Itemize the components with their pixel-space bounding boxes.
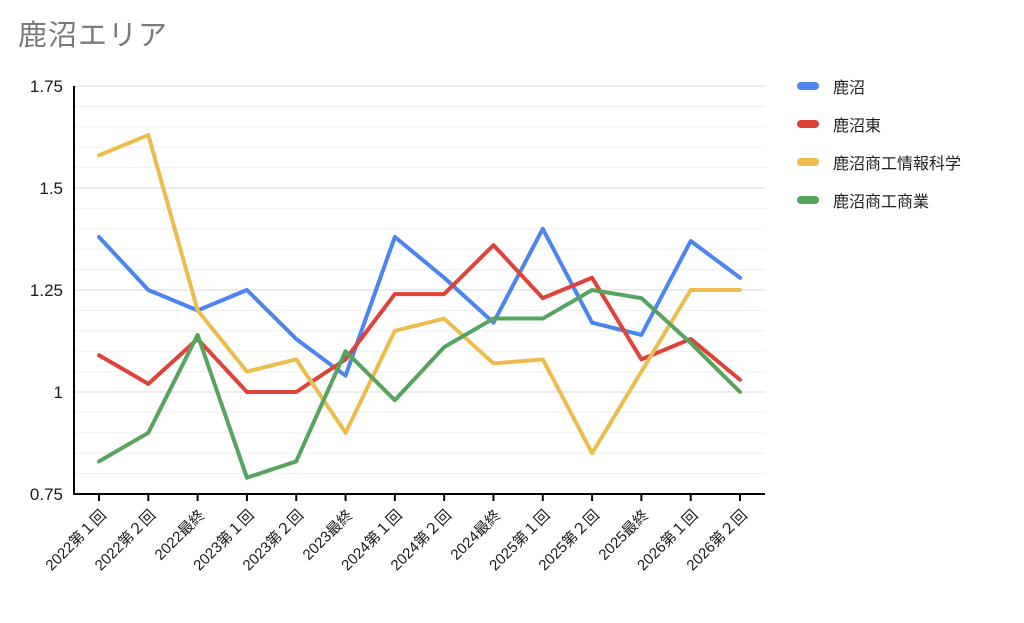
y-axis-tick-label: 1.25 [30, 281, 63, 300]
chart-title: 鹿沼エリア [18, 20, 169, 52]
series-line-鹿沼商工情報科学 [97, 132, 742, 456]
y-axis-tick-label: 1.5 [39, 179, 63, 198]
legend-label: 鹿沼東 [833, 118, 882, 135]
legend-item-shoko-shogyo: 鹿沼商工商業 [797, 188, 961, 212]
legend-swatch-kanuma-higashi [797, 120, 819, 128]
legend: 鹿沼 鹿沼東 鹿沼商工情報科学 鹿沼商工商業 [797, 74, 961, 226]
series-line-鹿沼東 [97, 243, 742, 394]
y-axis-tick-label: 1.75 [30, 77, 63, 96]
legend-swatch-shoko-joho [797, 158, 819, 166]
legend-label: 鹿沼商工情報科学 [833, 156, 962, 173]
y-axis-tick-label: 0.75 [30, 485, 63, 504]
legend-swatch-kanuma [797, 82, 819, 90]
series-line-鹿沼商工商業 [97, 288, 742, 480]
legend-swatch-shoko-shogyo [797, 196, 819, 204]
legend-item-kanuma: 鹿沼 [797, 74, 961, 98]
legend-item-shoko-joho: 鹿沼商工情報科学 [797, 150, 961, 174]
y-axis-tick-label: 1 [54, 383, 63, 402]
legend-item-kanuma-higashi: 鹿沼東 [797, 112, 961, 136]
legend-label: 鹿沼商工商業 [833, 194, 930, 211]
series-line-鹿沼 [97, 226, 742, 378]
legend-label: 鹿沼 [833, 80, 866, 97]
